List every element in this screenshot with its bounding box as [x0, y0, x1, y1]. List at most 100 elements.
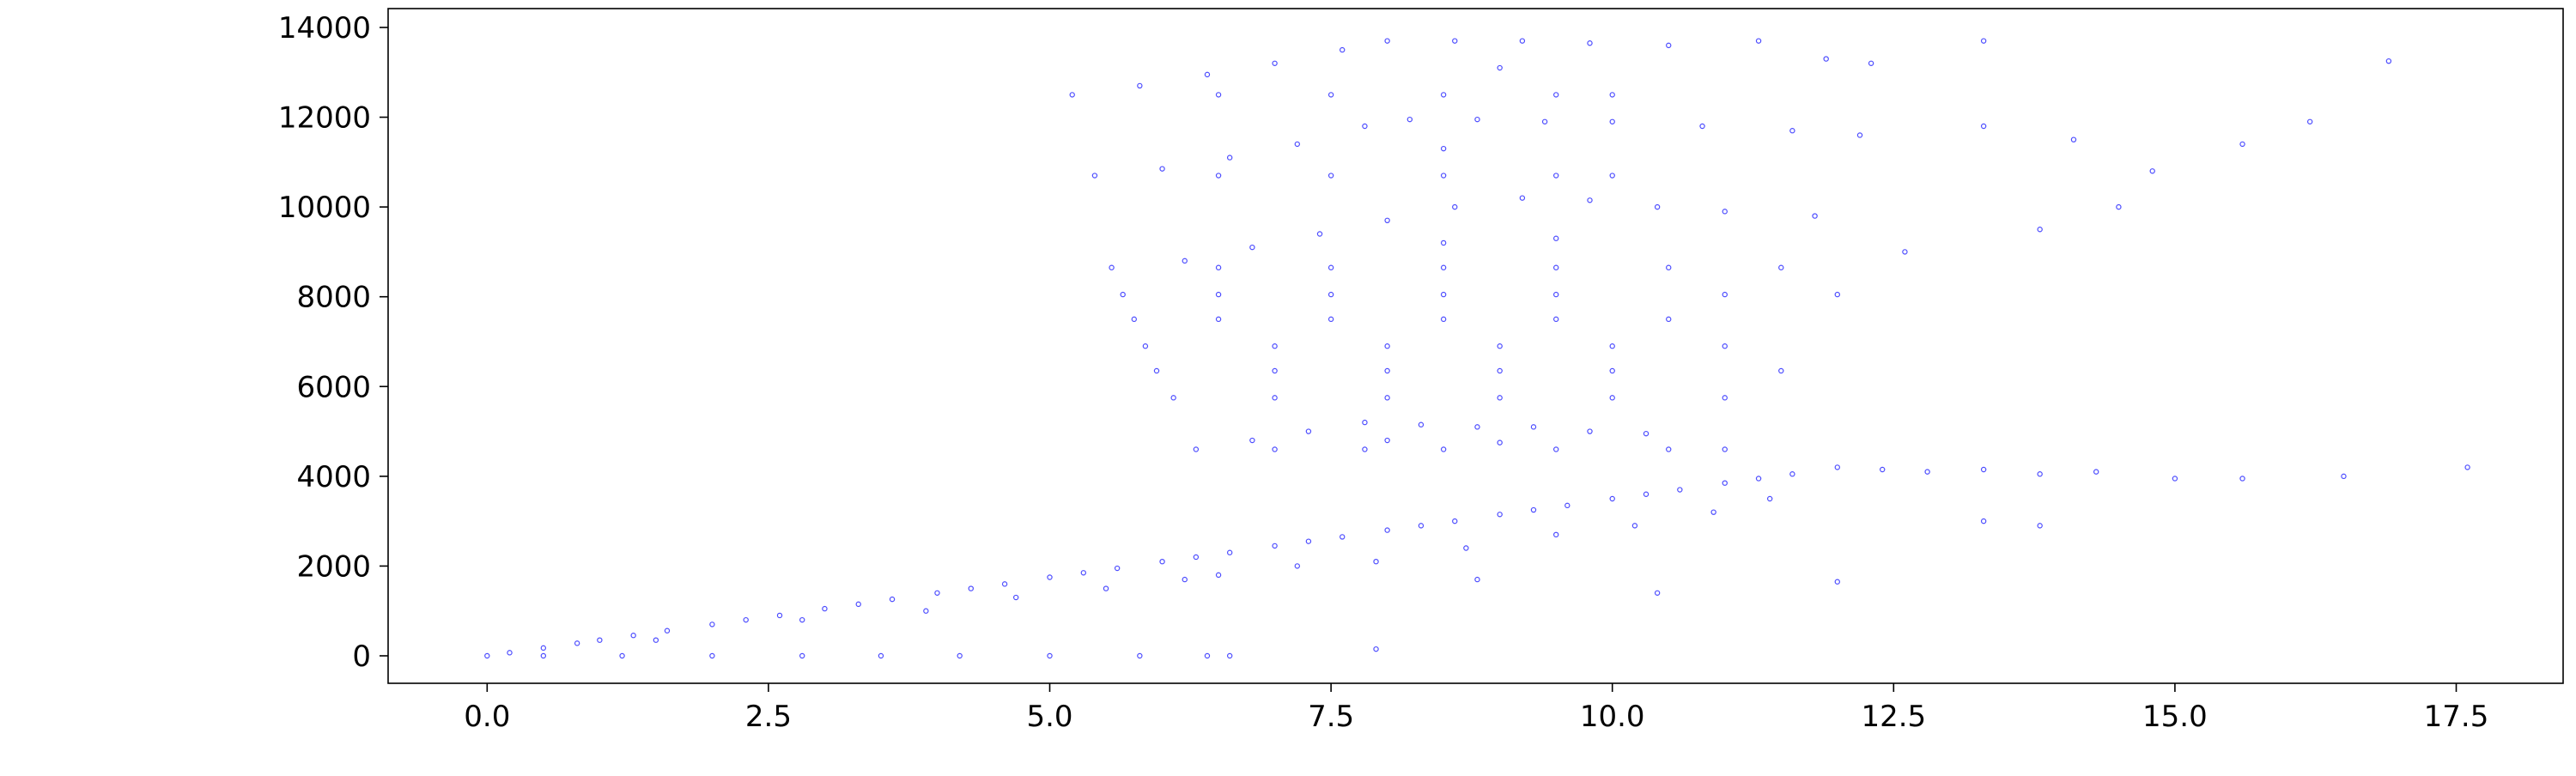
point	[1120, 291, 1126, 298]
point	[1080, 570, 1087, 576]
point	[484, 652, 490, 659]
point	[1440, 173, 1447, 179]
point	[1373, 646, 1379, 652]
point	[1755, 38, 1762, 44]
y-tick-label: 2000	[296, 549, 371, 584]
point	[1552, 316, 1559, 323]
point	[1215, 173, 1222, 179]
point	[1069, 92, 1075, 98]
point	[1204, 71, 1211, 78]
point	[1834, 464, 1840, 470]
point	[1497, 512, 1503, 518]
point	[1609, 495, 1615, 502]
point	[2037, 227, 2043, 233]
point	[1609, 367, 1615, 374]
point	[2385, 58, 2392, 64]
x-tick-label: 10.0	[1580, 700, 1645, 734]
point	[1384, 395, 1390, 401]
point	[1440, 239, 1447, 246]
point	[1215, 92, 1222, 98]
point	[923, 608, 929, 614]
point	[855, 601, 861, 608]
x-tick-label: 7.5	[1308, 700, 1354, 734]
point	[1215, 316, 1222, 323]
point	[1137, 652, 1143, 659]
point	[1474, 424, 1480, 430]
point	[1666, 446, 1672, 452]
point	[1440, 145, 1447, 152]
point	[540, 645, 547, 652]
point	[1272, 543, 1278, 549]
point	[1001, 581, 1008, 587]
point	[1047, 652, 1053, 659]
point	[1519, 38, 1526, 44]
point	[1272, 446, 1278, 452]
point	[1609, 395, 1615, 401]
point	[1294, 141, 1301, 148]
point	[1204, 652, 1211, 659]
point	[1868, 60, 1874, 66]
point	[1327, 173, 1334, 179]
point	[2172, 476, 2178, 482]
point	[1384, 343, 1390, 349]
point	[1153, 367, 1160, 374]
point	[1766, 495, 1773, 502]
point	[1440, 316, 1447, 323]
point	[1497, 343, 1503, 349]
point	[1170, 395, 1176, 401]
point	[1789, 471, 1795, 477]
point	[2116, 203, 2122, 210]
point	[1316, 231, 1323, 237]
point	[1272, 395, 1278, 401]
point	[1114, 565, 1121, 572]
point	[1710, 509, 1716, 515]
point	[1812, 213, 1818, 219]
point	[619, 652, 625, 659]
point	[1362, 446, 1368, 452]
point	[1902, 249, 1908, 255]
point	[1755, 476, 1762, 482]
point	[1497, 64, 1503, 71]
point	[1384, 367, 1390, 374]
point	[1159, 558, 1165, 565]
point	[1226, 652, 1233, 659]
point	[1452, 38, 1458, 44]
plot-frame	[387, 8, 2564, 684]
point	[1159, 166, 1165, 172]
point	[1452, 203, 1458, 210]
point	[1722, 395, 1728, 401]
point	[2464, 464, 2470, 470]
point	[1722, 446, 1728, 452]
point	[664, 627, 671, 634]
point	[776, 612, 783, 619]
point	[1722, 291, 1728, 298]
point	[799, 616, 805, 623]
point	[1722, 343, 1728, 349]
point	[540, 652, 547, 659]
point	[1552, 264, 1559, 270]
point	[1452, 518, 1458, 524]
point	[1778, 367, 1784, 374]
point	[1654, 203, 1661, 210]
point	[1373, 558, 1379, 565]
point	[1109, 264, 1115, 270]
point	[1193, 554, 1200, 561]
point	[1406, 116, 1413, 123]
point	[1823, 56, 1829, 62]
point	[1226, 549, 1233, 555]
point	[1047, 574, 1053, 580]
point	[574, 640, 580, 646]
point	[1327, 316, 1334, 323]
point	[1587, 428, 1593, 434]
point	[1699, 123, 1705, 130]
point	[1856, 132, 1863, 138]
point	[1215, 572, 1222, 579]
point	[1142, 343, 1149, 349]
point	[2093, 469, 2099, 475]
point	[1666, 316, 1672, 323]
point	[1327, 291, 1334, 298]
point	[1497, 395, 1503, 401]
point	[1677, 487, 1683, 493]
point	[822, 605, 828, 612]
